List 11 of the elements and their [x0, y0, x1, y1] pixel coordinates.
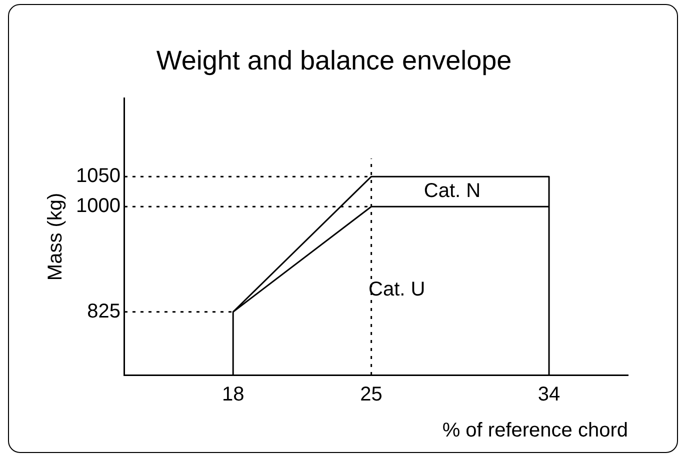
y-axis-title: Mass (kg): [44, 192, 67, 281]
x-tick-label: 25: [360, 384, 382, 406]
y-tick-label: 1050: [76, 165, 120, 188]
annotation: Cat. U: [368, 278, 426, 301]
x-tick-label: 34: [538, 384, 560, 406]
annotation: Cat. N: [424, 180, 481, 202]
x-tick-label: 18: [222, 384, 244, 406]
chart-title: Weight and balance envelope: [156, 46, 512, 76]
x-axis-title: % of reference chord: [442, 420, 628, 442]
y-tick-label: 1000: [76, 195, 120, 218]
y-tick-label: 825: [87, 300, 120, 322]
